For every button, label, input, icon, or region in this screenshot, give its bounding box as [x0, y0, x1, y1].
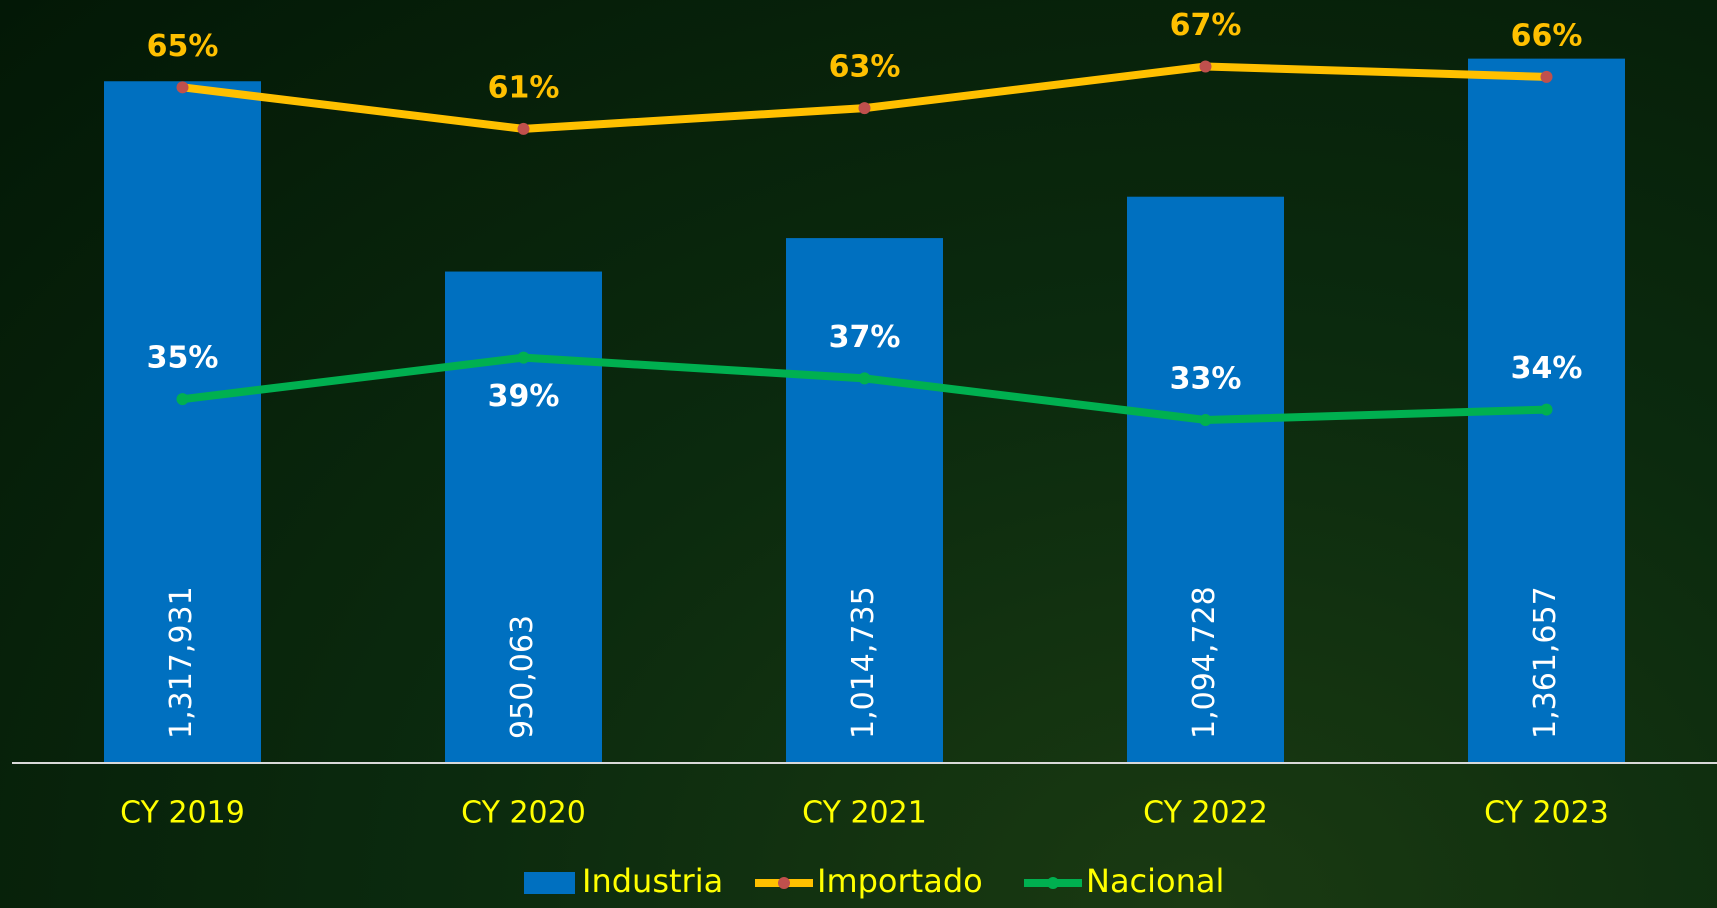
line-value-label: 61% [488, 70, 560, 105]
legend-label: Nacional [1086, 862, 1224, 900]
bar-value-label: 1,317,931 [164, 586, 199, 739]
legend-marker [778, 877, 790, 889]
bar-value-label: 950,063 [505, 615, 540, 739]
legend-label: Industria [582, 862, 723, 900]
bar [104, 81, 261, 763]
x-tick-label: CY 2020 [461, 796, 586, 831]
line-marker [176, 393, 189, 406]
legend-label: Importado [817, 862, 983, 900]
line-marker [1199, 60, 1212, 73]
x-tick-label: CY 2022 [1143, 796, 1268, 831]
bar-value-label: 1,094,728 [1187, 586, 1222, 739]
line-value-label: 65% [147, 29, 219, 64]
legend-marker [1047, 877, 1059, 889]
line-marker [517, 351, 530, 364]
bar-value-label: 1,361,657 [1528, 586, 1563, 739]
line-value-label: 63% [829, 50, 901, 85]
x-tick-label: CY 2019 [120, 796, 245, 831]
line-value-label: 34% [1511, 351, 1583, 386]
bar [1127, 196, 1284, 763]
line-marker [858, 102, 871, 115]
x-tick-label: CY 2021 [802, 796, 927, 831]
x-tick-label: CY 2023 [1484, 796, 1609, 831]
line-marker [517, 122, 530, 135]
line-marker [176, 81, 189, 94]
line-value-label: 37% [829, 320, 901, 355]
line-value-label: 35% [147, 341, 219, 376]
line-marker [1540, 403, 1553, 416]
bar [786, 238, 943, 764]
line-value-label: 66% [1511, 18, 1583, 53]
line-value-label: 33% [1170, 361, 1242, 396]
line-marker [858, 372, 871, 385]
legend-swatch [524, 872, 575, 894]
line-value-label: 39% [488, 379, 560, 414]
line-marker [1540, 70, 1553, 83]
bar-value-label: 1,014,735 [846, 586, 881, 739]
line-value-label: 67% [1170, 8, 1242, 43]
line-marker [1199, 413, 1212, 426]
